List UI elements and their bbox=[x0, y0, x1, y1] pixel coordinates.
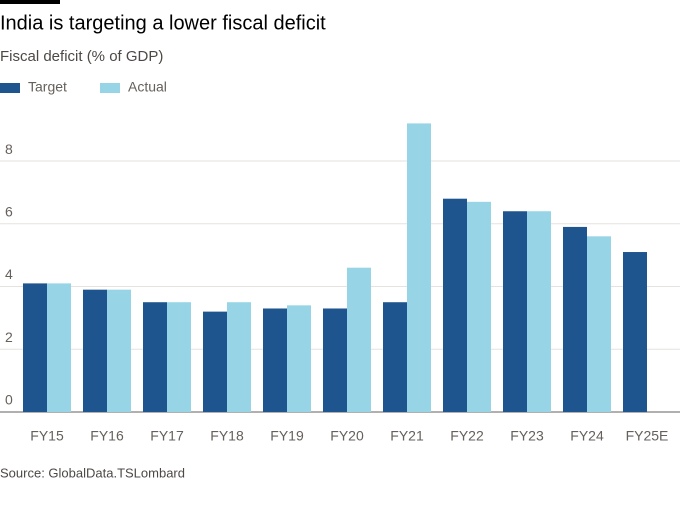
bar bbox=[83, 289, 107, 412]
source: Source: GlobalData.TSLombard bbox=[0, 465, 185, 480]
legend-label: Target bbox=[28, 79, 67, 95]
x-tick-label: FY21 bbox=[390, 428, 424, 444]
y-tick-label: 6 bbox=[5, 203, 13, 219]
bar bbox=[503, 211, 527, 412]
bar bbox=[47, 283, 71, 412]
bar bbox=[527, 211, 551, 412]
bar bbox=[227, 302, 251, 412]
x-tick-label: FY22 bbox=[450, 428, 484, 444]
chart-title: India is targeting a lower fiscal defici… bbox=[0, 12, 326, 34]
legend-swatch bbox=[100, 83, 120, 93]
x-tick-label: FY15 bbox=[30, 428, 64, 444]
x-tick-label: FY17 bbox=[150, 428, 184, 444]
legend-label: Actual bbox=[128, 79, 167, 95]
bar bbox=[287, 305, 311, 412]
bar bbox=[407, 123, 431, 413]
x-tick-label: FY16 bbox=[90, 428, 124, 444]
x-tick-label: FY24 bbox=[570, 428, 604, 444]
bar bbox=[563, 226, 587, 412]
x-tick-label: FY19 bbox=[270, 428, 304, 444]
x-tick-label: FY23 bbox=[510, 428, 544, 444]
bar bbox=[443, 198, 467, 412]
legend-swatch bbox=[0, 83, 20, 93]
y-tick-label: 2 bbox=[5, 329, 13, 345]
bar bbox=[107, 289, 131, 412]
chart-subtitle: Fiscal deficit (% of GDP) bbox=[0, 48, 163, 65]
bar bbox=[623, 252, 647, 412]
bar bbox=[467, 201, 491, 412]
bar bbox=[23, 283, 47, 412]
bar bbox=[347, 267, 371, 412]
x-tick-label: FY25E bbox=[626, 428, 669, 444]
bar bbox=[203, 311, 227, 412]
brand-bar bbox=[0, 0, 60, 4]
x-tick-label: FY18 bbox=[210, 428, 244, 444]
x-tick-label: FY20 bbox=[330, 428, 364, 444]
bar bbox=[323, 308, 347, 412]
bar bbox=[263, 308, 287, 412]
y-tick-label: 0 bbox=[5, 392, 13, 408]
bar bbox=[167, 302, 191, 412]
bar bbox=[587, 236, 611, 412]
y-tick-label: 4 bbox=[5, 266, 13, 282]
bar bbox=[383, 302, 407, 412]
y-tick-label: 8 bbox=[5, 141, 13, 157]
bar bbox=[143, 302, 167, 412]
